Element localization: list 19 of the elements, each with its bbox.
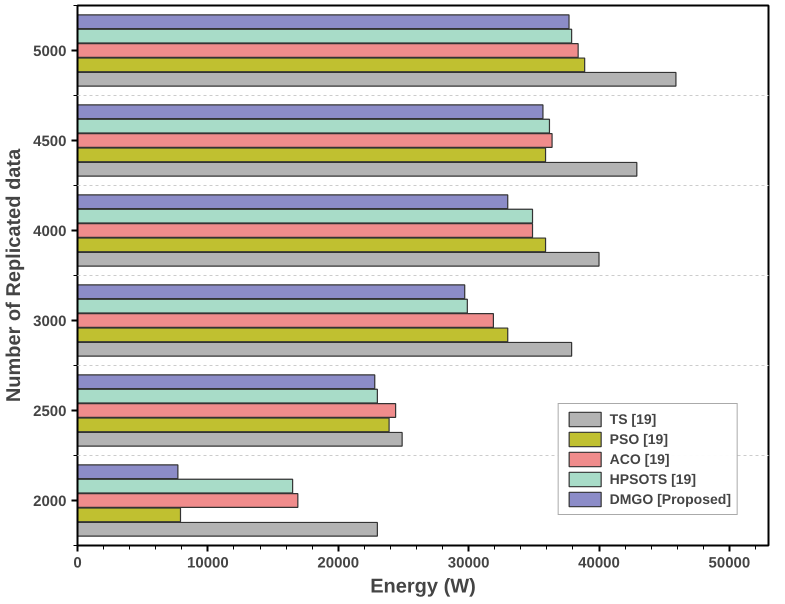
x-tick-label: 40000 xyxy=(578,554,620,572)
y-tick-label: 2000 xyxy=(33,493,67,510)
legend-label: HPSOTS [19] xyxy=(610,471,696,487)
x-tick-label: 30000 xyxy=(448,554,490,572)
legend-label: ACO [19] xyxy=(610,451,670,467)
y-tick-label: 3000 xyxy=(33,313,67,330)
y-tick-label: 2500 xyxy=(33,403,67,420)
x-tick-label: 0 xyxy=(73,554,82,572)
y-tick-label: 4500 xyxy=(33,133,67,150)
x-axis-title: Energy (W) xyxy=(370,576,476,598)
legend-label: PSO [19] xyxy=(610,431,668,447)
x-tick-label: 10000 xyxy=(187,554,229,572)
y-tick-label: 5000 xyxy=(33,43,67,60)
x-tick-label: 20000 xyxy=(317,554,360,572)
y-tick-label: 4000 xyxy=(33,223,67,240)
y-axis-title: Number of Replicated data xyxy=(3,148,26,402)
x-tick-label: 50000 xyxy=(708,554,750,572)
legend-label: DMGO [Proposed] xyxy=(610,491,731,507)
legend-label: TS [19] xyxy=(610,411,656,427)
